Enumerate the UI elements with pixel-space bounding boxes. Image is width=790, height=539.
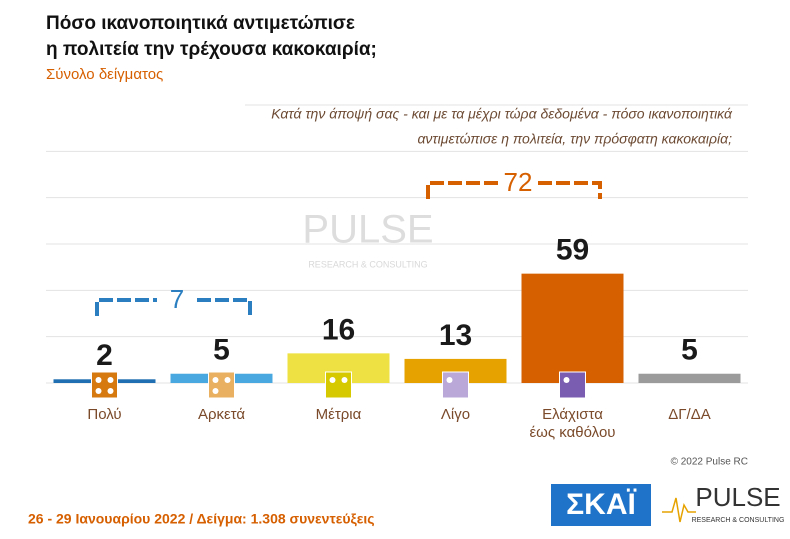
pollster-logo-tagline: RESEARCH & CONSULTING (692, 517, 785, 524)
x-tick-label: Αρκετά (197, 406, 246, 423)
x-tick-label: Ελάχιστα έως καθόλου (529, 406, 616, 441)
annotation: 7 (170, 284, 184, 314)
x-tick-label: Μέτρια (315, 406, 362, 423)
rating-icon (91, 371, 118, 399)
rating-icon (559, 371, 586, 399)
x-tick-label: Πολύ (87, 406, 122, 423)
bracket (197, 298, 252, 316)
bracket (426, 181, 498, 199)
pollster-logo-mark (662, 497, 696, 523)
x-tick-label: Λίγο (440, 406, 471, 423)
bar (521, 273, 624, 383)
question-line: αντιμετώπισε η πολιτεία, την πρόσφατη κα… (417, 131, 732, 147)
value-label: 5 (213, 334, 230, 367)
value-label: 2 (96, 339, 113, 372)
footer: 26 - 29 Ιανουαρίου 2022 / Δείγμα: 1.308 … (28, 511, 375, 527)
x-tick-label: ΔΓ/ΔΑ (668, 406, 711, 423)
title-line: η πολιτεία την τρέχουσα κακοκαιρία; (46, 39, 377, 60)
title-line: Πόσο ικανοποιητικά αντιμετώπισε (46, 13, 355, 34)
value-label: 5 (681, 334, 698, 367)
question-line: Κατά την άποψή σας - και με τα μέχρι τώρ… (271, 106, 733, 122)
rating-star (341, 377, 348, 383)
rating-star (212, 388, 219, 394)
bar (638, 373, 741, 383)
value-label: 13 (439, 319, 472, 352)
rating-star (224, 377, 231, 383)
annotation: 72 (504, 167, 533, 197)
rating-icon (325, 371, 352, 399)
copyright: © 2022 Pulse RC (671, 457, 748, 468)
rating-icon (208, 371, 235, 399)
rating-star (95, 377, 102, 383)
rating-star (446, 377, 453, 383)
rating-star (107, 388, 114, 394)
rating-icon (442, 371, 469, 399)
value-label: 59 (556, 234, 589, 267)
broadcaster-logo (551, 484, 651, 526)
rating-star (107, 377, 114, 383)
watermark: PULSE (302, 208, 433, 252)
value-label: 16 (322, 313, 355, 346)
bracket (95, 298, 157, 316)
pollster-logo-text: PULSE (695, 482, 780, 512)
rating-star (329, 377, 336, 383)
subtitle: Σύνολο δείγματος (46, 66, 163, 83)
rating-star (563, 377, 570, 383)
bracket (538, 181, 602, 199)
rating-star (95, 388, 102, 394)
broadcaster-logo-text: ΣΚΑΪ (566, 488, 636, 521)
watermark-tagline: RESEARCH & CONSULTING (308, 259, 427, 269)
rating-star (212, 377, 219, 383)
